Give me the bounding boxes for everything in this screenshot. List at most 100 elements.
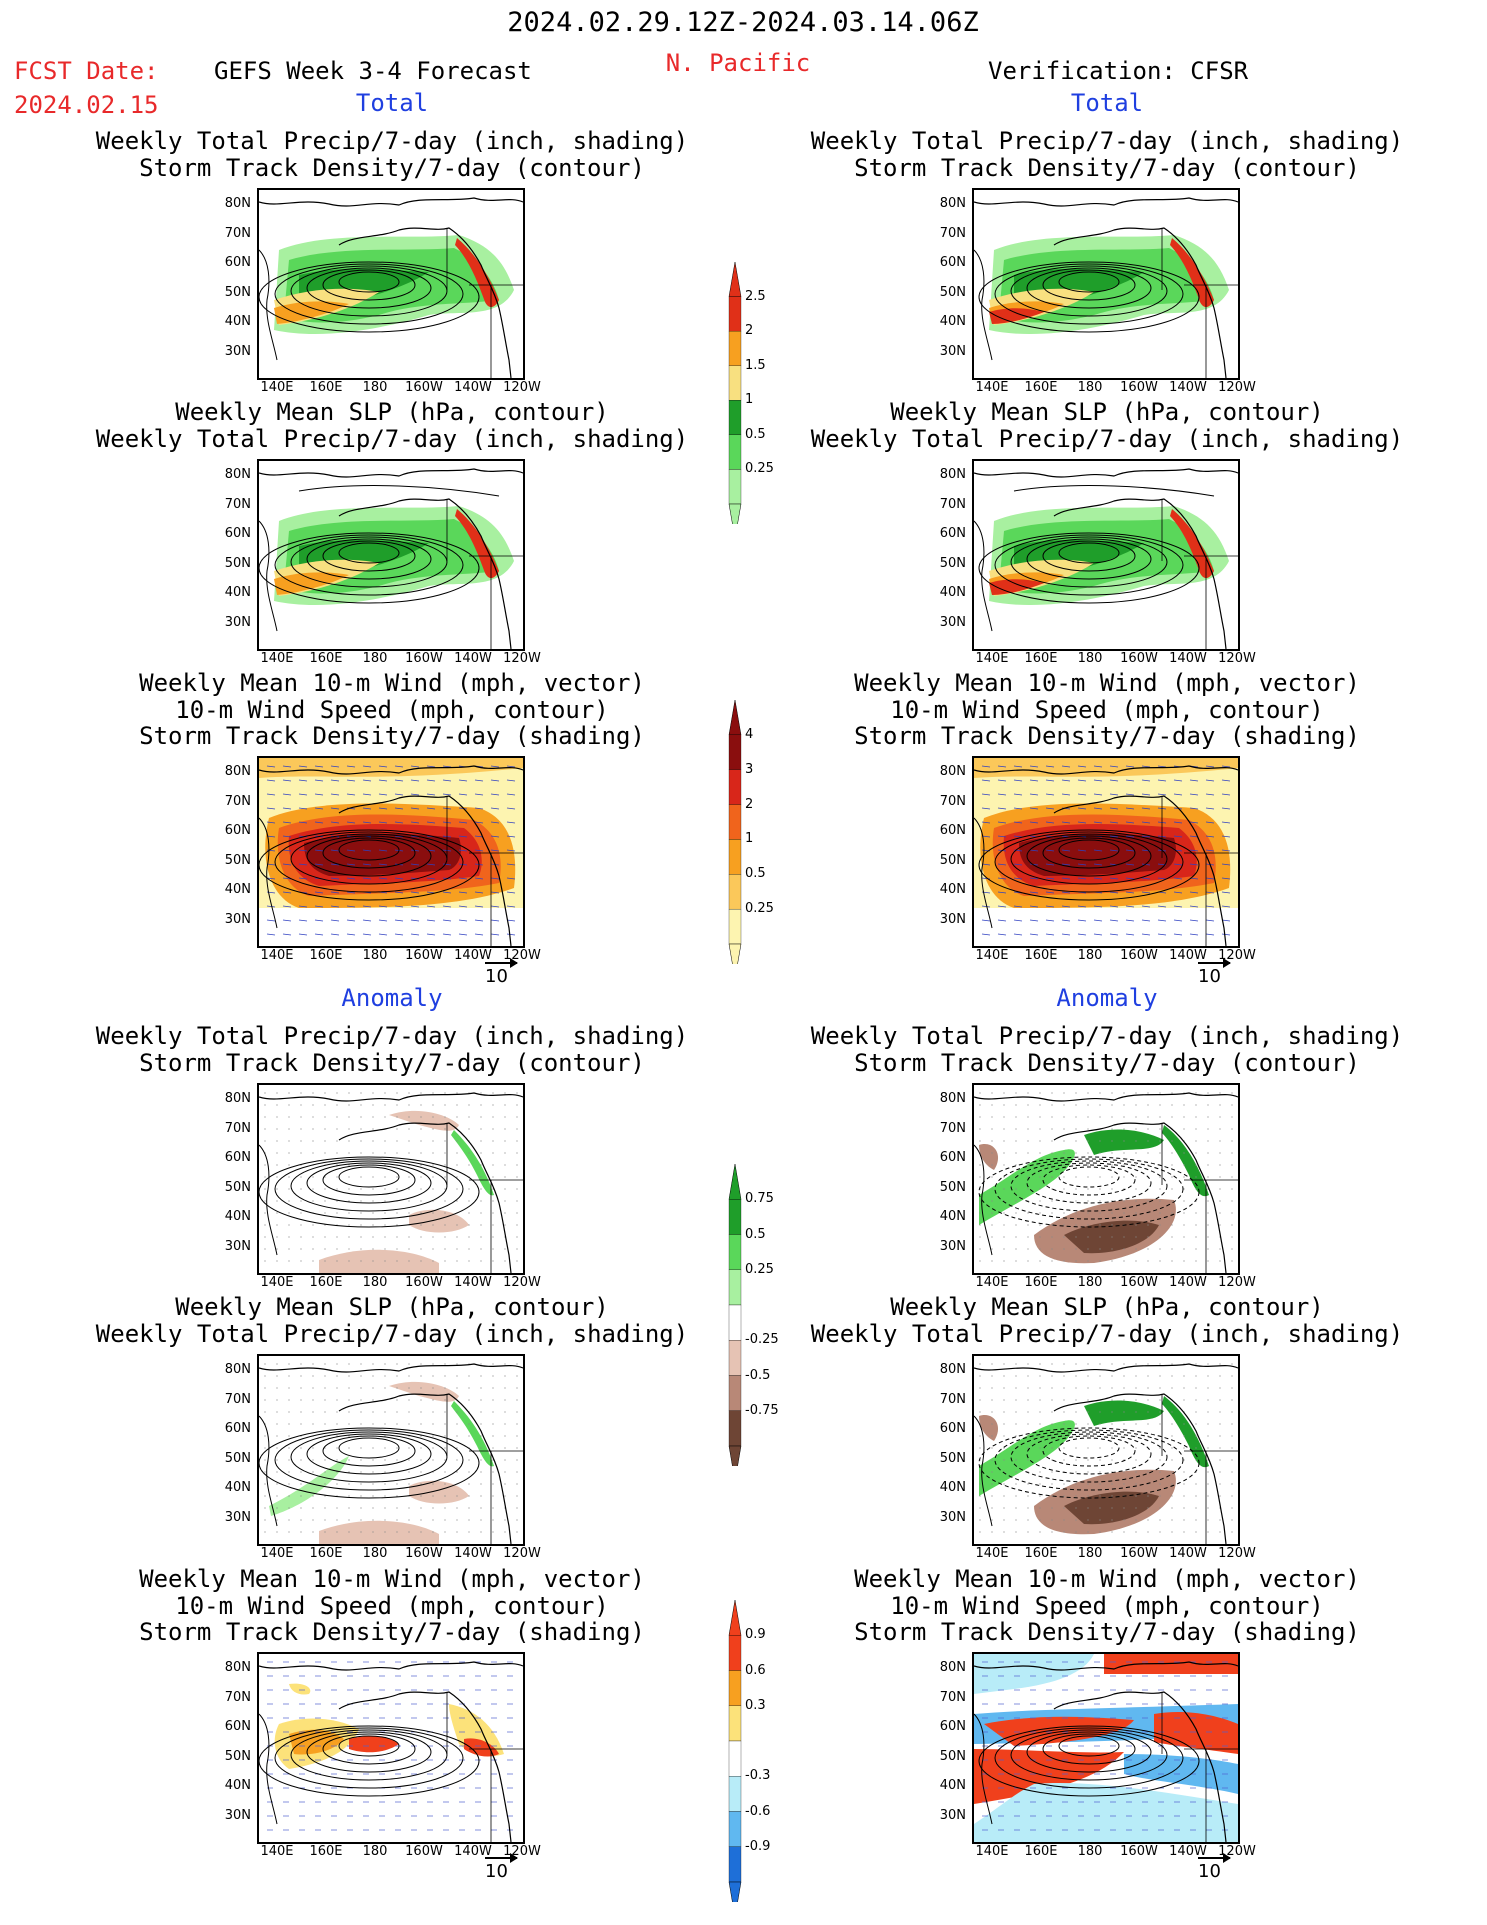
lon-tick-label: 140W [454, 948, 492, 963]
lat-tick-label: 60N [211, 1719, 251, 1734]
colorbar-label: -0.3 [745, 1768, 770, 1783]
panel-title-line: Weekly Mean 10-m Wind (mph, vector) [854, 1566, 1360, 1593]
lat-tick-label: 50N [926, 1749, 966, 1764]
lon-tick-label: 160W [1120, 380, 1158, 395]
lat-tick-label: 70N [211, 794, 251, 809]
panel-title-line: 10-m Wind Speed (mph, contour) [175, 697, 608, 724]
map-graphic [974, 461, 1238, 649]
section-total-right: Total [1071, 90, 1143, 116]
vector-reference-value: 10 [1198, 966, 1221, 987]
lat-tick-label: 70N [211, 497, 251, 512]
map-panel [972, 1083, 1240, 1275]
colorbar-label: 0.3 [745, 1698, 766, 1713]
colorbar-label: 0.5 [745, 427, 766, 442]
lon-tick-label: 160E [309, 1275, 342, 1290]
lat-tick-label: 70N [211, 1121, 251, 1136]
lon-tick-label: 160W [1120, 651, 1158, 666]
panel-title-line: 10-m Wind Speed (mph, contour) [890, 697, 1323, 724]
lon-tick-label: 160W [405, 380, 443, 395]
lat-tick-label: 50N [211, 556, 251, 571]
lon-tick-label: 140E [260, 1275, 293, 1290]
panel-title-line: Weekly Total Precip/7-day (inch, shading… [96, 1023, 688, 1050]
lat-tick-label: 70N [211, 226, 251, 241]
lon-tick-label: 140E [260, 651, 293, 666]
colorbar-label: 1.5 [745, 358, 766, 373]
lon-tick-label: 180 [1078, 651, 1103, 666]
lon-tick-label: 120W [503, 1275, 541, 1290]
section-anomaly-right: Anomaly [1056, 985, 1157, 1011]
colorbar [727, 1164, 743, 1466]
lon-tick-label: 160W [1120, 948, 1158, 963]
lon-tick-label: 120W [503, 651, 541, 666]
lon-tick-label: 160W [405, 651, 443, 666]
lat-tick-label: 50N [926, 556, 966, 571]
map-graphic [259, 461, 523, 649]
lat-tick-label: 80N [926, 1091, 966, 1106]
colorbar-label: 3 [745, 762, 753, 777]
lon-tick-label: 140E [260, 1844, 293, 1859]
map-panel [972, 459, 1240, 651]
lon-tick-label: 160W [1120, 1844, 1158, 1859]
lat-tick-label: 50N [211, 285, 251, 300]
lon-tick-label: 140E [975, 651, 1008, 666]
lon-tick-label: 120W [1218, 651, 1256, 666]
lat-tick-label: 30N [926, 615, 966, 630]
lat-tick-label: 30N [926, 1808, 966, 1823]
lon-tick-label: 160E [309, 380, 342, 395]
map-panel [257, 1652, 525, 1844]
map-panel [972, 188, 1240, 380]
lon-tick-label: 140E [260, 948, 293, 963]
colorbar-label: 4 [745, 727, 753, 742]
lon-tick-label: 160E [1024, 1844, 1057, 1859]
lon-tick-label: 140W [454, 380, 492, 395]
colorbar-label: 0.6 [745, 1663, 766, 1678]
lat-tick-label: 50N [926, 285, 966, 300]
lat-tick-label: 50N [926, 1180, 966, 1195]
lon-tick-label: 180 [363, 651, 388, 666]
map-graphic [259, 1654, 523, 1842]
lat-tick-label: 80N [211, 1660, 251, 1675]
lat-tick-label: 50N [926, 853, 966, 868]
lon-tick-label: 160E [309, 1844, 342, 1859]
lat-tick-label: 70N [211, 1392, 251, 1407]
lon-tick-label: 180 [1078, 1275, 1103, 1290]
lon-tick-label: 160E [1024, 948, 1057, 963]
lat-tick-label: 60N [926, 526, 966, 541]
map-graphic [974, 758, 1238, 946]
lat-tick-label: 40N [926, 1209, 966, 1224]
lon-tick-label: 140W [1169, 948, 1207, 963]
colorbar-label: 2 [745, 323, 753, 338]
fcst-date-value: 2024.02.15 [14, 92, 159, 118]
lon-tick-label: 140W [454, 1275, 492, 1290]
lon-tick-label: 160W [405, 1844, 443, 1859]
lat-tick-label: 60N [211, 526, 251, 541]
lat-tick-label: 80N [211, 764, 251, 779]
lat-tick-label: 80N [211, 1091, 251, 1106]
lon-tick-label: 140E [975, 380, 1008, 395]
lon-tick-label: 180 [1078, 948, 1103, 963]
panel-title-line: Storm Track Density/7-day (shading) [854, 1619, 1360, 1646]
map-graphic [259, 1356, 523, 1544]
lat-tick-label: 40N [926, 314, 966, 329]
colorbar-label: 0.25 [745, 1262, 774, 1277]
map-panel [257, 1083, 525, 1275]
lat-tick-label: 50N [211, 1180, 251, 1195]
map-panel [257, 188, 525, 380]
panel-title-line: Weekly Mean 10-m Wind (mph, vector) [854, 670, 1360, 697]
map-panel [972, 1354, 1240, 1546]
lon-tick-label: 140W [1169, 651, 1207, 666]
lon-tick-label: 180 [1078, 1844, 1103, 1859]
lon-tick-label: 140E [975, 1546, 1008, 1561]
lon-tick-label: 140W [454, 651, 492, 666]
panel-title-line: Weekly Total Precip/7-day (inch, shading… [96, 128, 688, 155]
lat-tick-label: 70N [926, 794, 966, 809]
lon-tick-label: 160E [1024, 380, 1057, 395]
panel-title-line: Weekly Total Precip/7-day (inch, shading… [811, 128, 1403, 155]
lat-tick-label: 30N [926, 344, 966, 359]
lat-tick-label: 70N [926, 226, 966, 241]
lat-tick-label: 40N [211, 585, 251, 600]
lon-tick-label: 120W [1218, 380, 1256, 395]
verification-title: Verification: CFSR [988, 58, 1248, 84]
panel-title-line: Weekly Total Precip/7-day (inch, shading… [96, 426, 688, 453]
lon-tick-label: 140E [260, 1546, 293, 1561]
